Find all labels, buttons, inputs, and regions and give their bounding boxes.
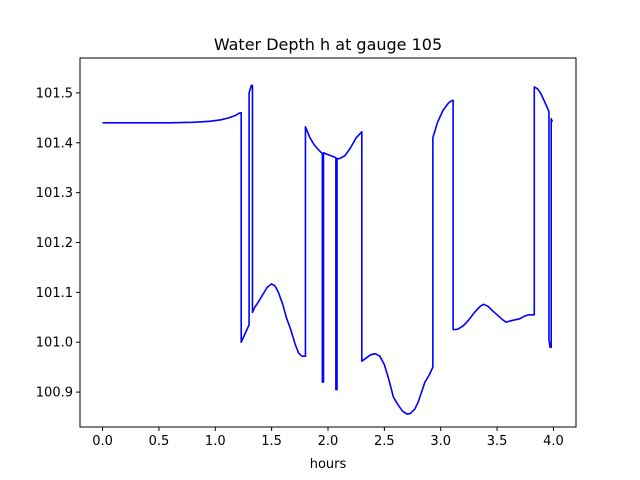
series-line-1 (102, 84, 554, 415)
x-tick-label: 3.0 (430, 434, 451, 449)
y-tick-label: 101.1 (36, 286, 73, 301)
series-layer (102, 84, 554, 415)
y-tick-label: 101.2 (36, 236, 73, 251)
x-tick-label: 1.5 (261, 434, 282, 449)
y-tick-label: 101.0 (36, 336, 73, 351)
x-axis-label: hours (310, 457, 347, 472)
x-tick-label: 2.0 (318, 434, 339, 449)
x-tick-label: 0.0 (92, 434, 113, 449)
x-axis: 0.0 0.5 1.0 1.5 2.0 2.5 3.0 3.5 4.0 (92, 427, 564, 449)
y-axis: 100.9 101.0 101.1 101.2 101.3 101.4 101.5 (36, 86, 80, 401)
x-tick-label: 0.5 (149, 434, 170, 449)
x-tick-label: 4.0 (543, 434, 564, 449)
x-tick-label: 3.5 (487, 434, 508, 449)
y-tick-label: 100.9 (36, 386, 73, 401)
x-tick-label: 1.0 (205, 434, 226, 449)
y-tick-label: 101.3 (36, 186, 73, 201)
plot-area (79, 57, 577, 428)
plot-frame (79, 57, 577, 428)
y-tick-label: 101.4 (36, 136, 73, 151)
y-tick-label: 101.5 (36, 86, 73, 101)
x-tick-label: 2.5 (374, 434, 395, 449)
chart-title: Water Depth h at gauge 105 (214, 35, 442, 54)
